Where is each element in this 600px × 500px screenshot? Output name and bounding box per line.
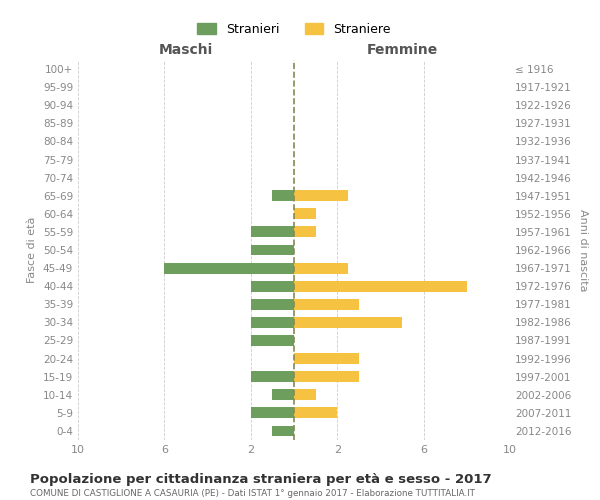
Bar [251,226,294,237]
Bar [251,281,294,291]
Bar [251,299,294,310]
Text: Popolazione per cittadinanza straniera per età e sesso - 2017: Popolazione per cittadinanza straniera p… [30,472,491,486]
Bar [272,426,294,436]
Y-axis label: Fasce di età: Fasce di età [28,217,37,283]
Bar [251,335,294,346]
Bar [164,262,294,274]
Bar [251,244,294,256]
Y-axis label: Anni di nascita: Anni di nascita [578,209,588,291]
Text: Maschi: Maschi [159,44,213,58]
Text: COMUNE DI CASTIGLIONE A CASAURIA (PE) - Dati ISTAT 1° gennaio 2017 - Elaborazion: COMUNE DI CASTIGLIONE A CASAURIA (PE) - … [30,489,475,498]
Bar [294,190,348,201]
Bar [294,390,316,400]
Bar [294,226,316,237]
Bar [251,371,294,382]
Bar [294,408,337,418]
Legend: Stranieri, Straniere: Stranieri, Straniere [191,17,397,42]
Bar [272,190,294,201]
Text: Femmine: Femmine [367,44,437,58]
Bar [251,317,294,328]
Bar [294,317,402,328]
Bar [294,371,359,382]
Bar [251,408,294,418]
Bar [294,299,359,310]
Bar [294,208,316,219]
Bar [294,353,359,364]
Bar [294,281,467,291]
Bar [294,262,348,274]
Bar [272,390,294,400]
